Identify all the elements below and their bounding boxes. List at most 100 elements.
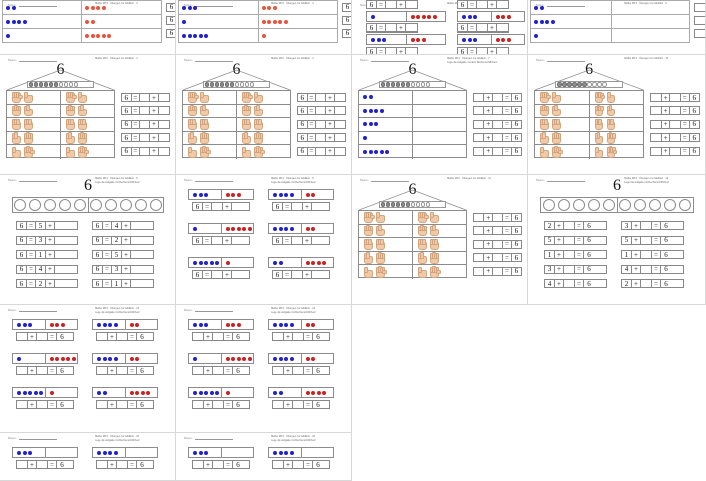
equation-strip[interactable]: + =6	[650, 146, 700, 156]
answer-blank[interactable]	[17, 367, 28, 374]
answer-blank[interactable]	[293, 367, 304, 374]
answer-blank[interactable]	[17, 401, 28, 408]
answer-blank[interactable]	[641, 251, 652, 258]
red-half[interactable]	[222, 258, 254, 267]
equation-strip[interactable]: 6=+	[366, 0, 418, 9]
answer-blank[interactable]	[564, 222, 575, 229]
equation-strip[interactable]: 2 + = 6	[621, 279, 684, 288]
equation-strip[interactable]: 2 + = 6	[544, 221, 607, 230]
equation-strip[interactable]: 6=+	[457, 0, 509, 9]
answer-blank[interactable]	[493, 240, 504, 248]
answer-blank[interactable]	[159, 107, 169, 114]
answer-blank[interactable]	[316, 94, 327, 101]
answer-blank[interactable]	[316, 134, 327, 142]
answer-blank[interactable]	[312, 203, 323, 210]
answer-blank[interactable]	[493, 214, 504, 221]
name-field-label[interactable]: Name:	[8, 308, 57, 312]
house-cell-right[interactable]	[413, 91, 466, 104]
circle-slot[interactable]	[14, 199, 27, 211]
equation-strip[interactable]: + =6	[473, 253, 522, 263]
equation-strip[interactable]: 6=+	[457, 23, 509, 32]
circle-slot[interactable]	[149, 199, 162, 211]
answer-blank[interactable]	[97, 367, 108, 374]
answer-blank[interactable]	[117, 461, 128, 468]
equation-strip[interactable]: 6 = 5 +	[16, 221, 78, 230]
equation-strip[interactable]: + =6	[650, 133, 700, 143]
red-half[interactable]	[126, 354, 158, 363]
equation-strip[interactable]: + =6	[650, 119, 700, 129]
red-half[interactable]	[222, 388, 254, 397]
answer-blank[interactable]	[97, 333, 108, 340]
red-half[interactable]	[302, 320, 334, 329]
answer-blank[interactable]	[292, 203, 303, 210]
answer-blank[interactable]	[117, 401, 128, 408]
answer-blank[interactable]	[55, 222, 66, 229]
circle-slot[interactable]	[602, 199, 615, 211]
equation-strip[interactable]: 6=+	[192, 236, 250, 245]
answer-blank[interactable]	[273, 333, 284, 340]
equation-strip[interactable]: 6 = 1 +	[16, 250, 78, 259]
answer-blank[interactable]	[131, 266, 142, 273]
answer-blank[interactable]	[193, 367, 204, 374]
answer-blank[interactable]	[140, 134, 151, 142]
answer-blank[interactable]	[493, 94, 504, 101]
equation-strip[interactable]: + =6	[192, 332, 250, 341]
answer-blank[interactable]	[316, 107, 327, 115]
equation-strip[interactable]: + =6	[650, 93, 700, 102]
red-half[interactable]	[222, 354, 254, 363]
equation-strip[interactable]: 6=+	[121, 93, 170, 102]
equation-strip[interactable]: 6=+	[297, 119, 346, 129]
answer-blank[interactable]	[493, 120, 504, 128]
equation-strip[interactable]: 6=+	[366, 23, 418, 32]
equation-strip[interactable]: 6=+	[342, 15, 351, 25]
answer-blank[interactable]	[493, 254, 504, 262]
answer-blank[interactable]	[232, 237, 243, 244]
circle-slot[interactable]	[119, 199, 132, 211]
red-half[interactable]	[302, 388, 334, 397]
red-half[interactable]	[126, 320, 158, 329]
equation-strip[interactable]: 5 + = 6	[621, 235, 684, 245]
equation-strip[interactable]: 6 = 3 +	[92, 264, 154, 274]
answer-blank[interactable]	[564, 280, 575, 287]
equation-strip[interactable]: + =6	[96, 332, 154, 341]
answer-blank[interactable]	[651, 107, 662, 115]
red-half[interactable]	[302, 354, 334, 363]
answer-blank[interactable]	[493, 227, 504, 235]
equation-strip[interactable]: 6=+	[121, 133, 170, 143]
equation-strip[interactable]: + =6	[473, 226, 522, 236]
equation-strip[interactable]: + =6	[16, 460, 74, 469]
answer-blank[interactable]	[497, 48, 508, 54]
equation-strip[interactable]: + =6	[16, 366, 74, 375]
answer-blank[interactable]	[55, 280, 66, 287]
name-field-label[interactable]: Name:	[184, 436, 233, 440]
answer-blank[interactable]	[212, 237, 223, 244]
answer-blank[interactable]	[312, 271, 323, 278]
equation-strip[interactable]: + =6	[16, 400, 74, 409]
answer-blank[interactable]	[273, 461, 284, 468]
answer-blank[interactable]	[474, 94, 485, 101]
answer-blank[interactable]	[651, 94, 662, 101]
answer-blank[interactable]	[474, 134, 485, 142]
red-half[interactable]	[302, 224, 334, 233]
name-field-label[interactable]: Name:	[184, 308, 233, 312]
equation-strip[interactable]: 1 + = 6	[544, 250, 607, 259]
answer-blank[interactable]	[474, 227, 485, 235]
equation-strip[interactable]: + =6	[473, 239, 522, 249]
answer-blank[interactable]	[493, 267, 504, 275]
circle-slot[interactable]	[59, 199, 72, 211]
answer-blank[interactable]	[37, 367, 48, 374]
answer-blank[interactable]	[497, 24, 508, 31]
equation-strip[interactable]: 6 = 3 +	[16, 235, 78, 245]
answer-blank[interactable]	[213, 401, 224, 408]
answer-blank[interactable]	[140, 147, 151, 155]
answer-blank[interactable]	[641, 280, 652, 287]
equation-strip[interactable]: + =6	[650, 106, 700, 116]
red-half[interactable]	[222, 320, 254, 329]
name-field-label[interactable]: Name:	[184, 58, 233, 62]
equation-strip[interactable]: 6 = 4 +	[92, 221, 154, 230]
answer-blank[interactable]	[477, 1, 488, 8]
equation-strip[interactable]: + =6	[192, 366, 250, 375]
answer-blank[interactable]	[493, 107, 504, 115]
answer-blank[interactable]	[17, 333, 28, 340]
house-cell-right[interactable]	[413, 105, 466, 118]
